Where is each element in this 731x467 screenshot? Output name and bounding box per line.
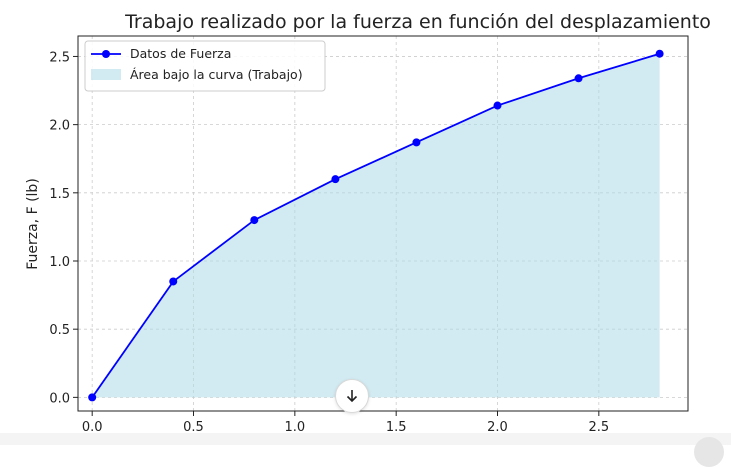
data-point [412, 138, 421, 147]
plot-frame [77, 35, 689, 412]
x-tick-label: 2.0 [487, 420, 508, 435]
y-tick-label: 0.0 [49, 391, 70, 406]
data-point [88, 393, 97, 402]
data-point [574, 74, 583, 83]
y-tick-label: 2.5 [49, 50, 70, 65]
x-tick-label: 0.5 [183, 420, 204, 435]
chart: Trabajo realizado por la fuerza en funci… [25, 11, 711, 435]
data-point [655, 49, 664, 58]
legend-label-area: Área bajo la curva (Trabajo) [130, 67, 303, 82]
scroll-down-button[interactable] [335, 379, 369, 413]
tick-layer: 0.0 0.5 1.0 1.5 2.0 2.5 0.0 0.5 1.0 1.5 2.0 2.5 [49, 50, 609, 435]
area-under-curve [92, 53, 660, 398]
y-tick-label: 1.5 [49, 187, 70, 202]
x-tick-label: 1.0 [285, 420, 306, 435]
area-layer [92, 53, 660, 398]
y-tick-label: 0.5 [49, 323, 70, 338]
chart-title: Trabajo realizado por la fuerza en funci… [124, 11, 711, 33]
legend: Datos de Fuerza Área bajo la curva (Traba… [84, 40, 326, 92]
bottom-bar [0, 433, 731, 445]
force-data-line [91, 52, 660, 398]
y-tick-label: 2.0 [49, 119, 70, 134]
data-point [169, 277, 178, 286]
data-point [493, 101, 502, 110]
x-tick-label: 1.5 [386, 420, 407, 435]
y-axis-label: Fuerza, F (lb) [25, 178, 41, 270]
marker-layer [88, 49, 664, 402]
x-tick-label: 2.5 [588, 420, 609, 435]
legend-marker-swatch [102, 50, 110, 58]
line-layer [91, 52, 660, 398]
legend-area-swatch [91, 69, 121, 80]
legend-box [84, 40, 326, 92]
x-tick-label: 0.0 [82, 420, 103, 435]
arrow-down-icon [346, 390, 358, 403]
corner-button[interactable] [694, 437, 724, 467]
data-point [331, 175, 340, 184]
y-tick-label: 1.0 [49, 255, 70, 270]
axes [77, 35, 689, 412]
data-point [250, 216, 259, 225]
legend-label-force: Datos de Fuerza [130, 46, 231, 61]
